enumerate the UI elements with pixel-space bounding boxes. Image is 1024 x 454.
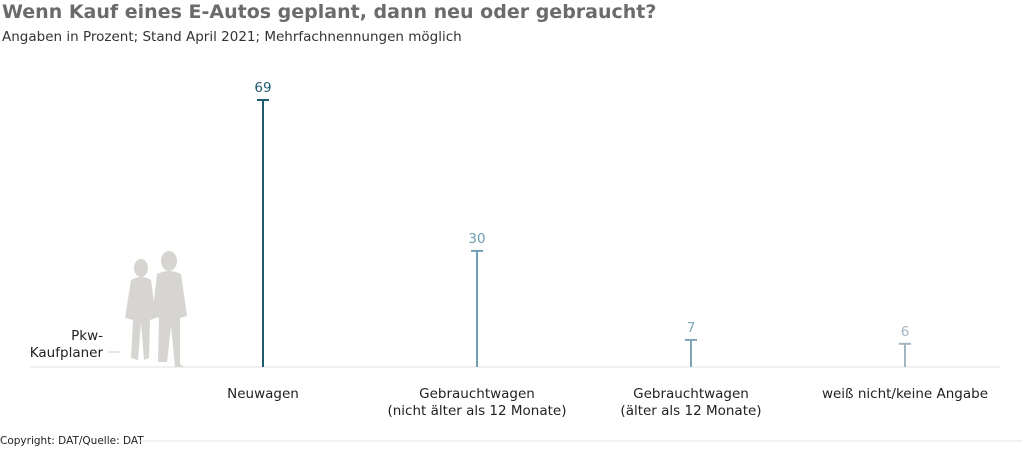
value-label: 30 [468,231,485,247]
value-label: 6 [901,324,910,340]
x-tick-label: Gebrauchtwagen (älter als 12 Monate) [620,386,761,419]
bar [257,99,269,367]
x-tick-label: weiß nicht/keine Angabe [822,386,988,402]
source: Copyright: DAT/Quelle: DAT [0,435,144,447]
chart-title: Wenn Kauf eines E-Autos geplant, dann ne… [2,1,656,23]
bar [899,342,911,367]
silhouette [125,251,187,367]
bar [471,249,483,367]
annotation: Pkw-Kaufplaner [30,328,104,361]
chart-subtitle: Angaben in Prozent; Stand April 2021; Me… [2,29,462,45]
x-tick-label: Neuwagen [227,386,299,402]
value-label: 7 [687,320,696,336]
bar [685,338,697,367]
value-label: 69 [254,80,271,96]
x-tick-label: Gebrauchtwagen (nicht älter als 12 Monate… [387,386,566,419]
